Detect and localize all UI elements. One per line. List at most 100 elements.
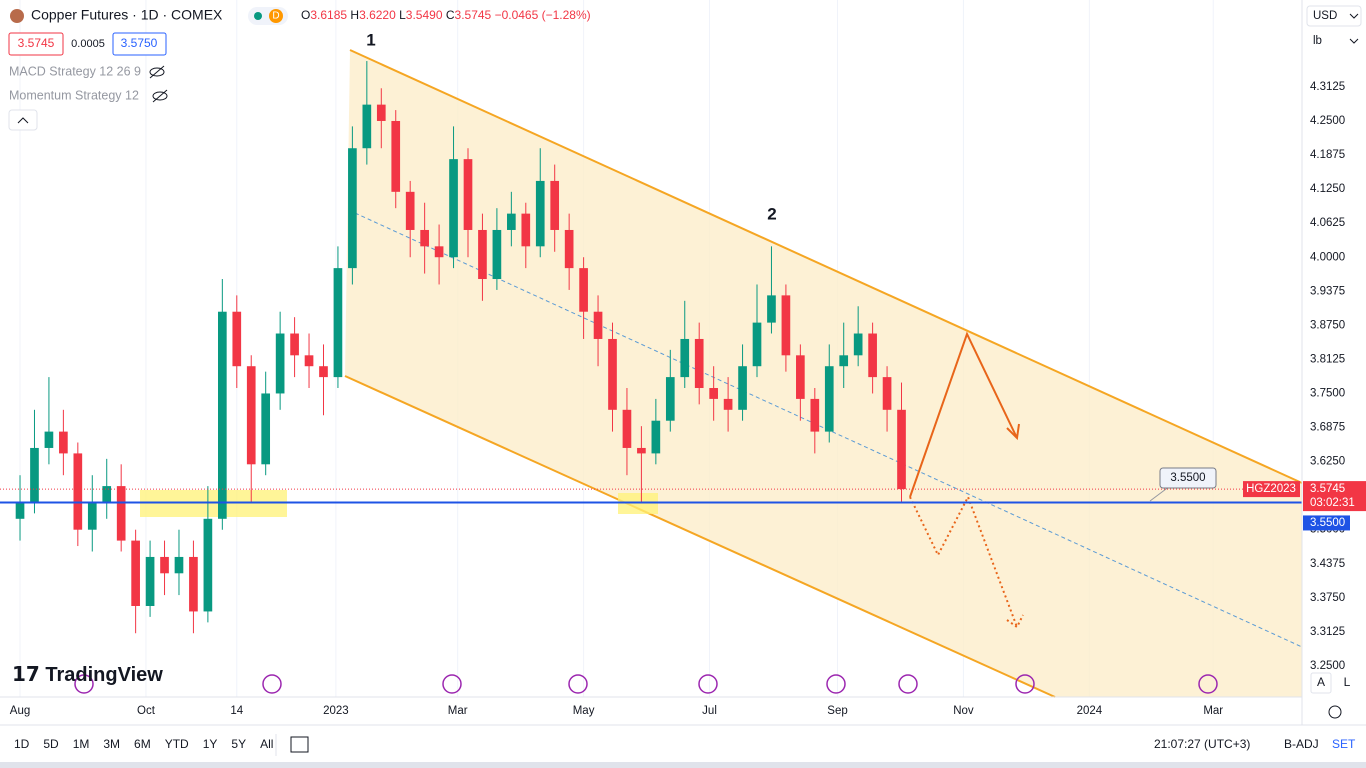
x-tick-label: Sep — [827, 705, 847, 717]
candle-body — [868, 333, 877, 378]
candle-body — [131, 540, 140, 606]
bid[interactable]: 3.5745 — [18, 36, 55, 50]
candle-body — [622, 409, 632, 448]
candle-body — [853, 333, 863, 356]
candle-body — [203, 518, 213, 612]
candle-body — [290, 333, 299, 356]
y-tick-label: 4.1250 — [1310, 183, 1345, 195]
candle-body — [160, 556, 169, 574]
candle-body — [376, 104, 386, 121]
candle-body — [87, 502, 97, 530]
auto-scale[interactable] — [1310, 672, 1332, 694]
y-tick-label: 3.3750 — [1310, 592, 1345, 604]
candle-body — [882, 377, 892, 410]
candle-body — [796, 355, 805, 399]
candle-body — [564, 229, 574, 269]
ohlc: O3.6185 H3.6220 L3.5490 C3.5745 −0.0465 … — [301, 8, 591, 22]
ohlc-key: C — [446, 8, 455, 22]
candle-body — [824, 366, 834, 432]
candle-body — [478, 229, 487, 280]
y-tick-label: 3.6875 — [1310, 422, 1345, 434]
candle-body — [593, 311, 603, 339]
x-tick-label: Nov — [953, 705, 974, 717]
x-tick-label: 2024 — [1077, 705, 1103, 717]
y-tick-label: 3.3125 — [1310, 626, 1345, 638]
support-tag — [1303, 515, 1350, 531]
indicator[interactable]: MACD Strategy 12 26 9 — [9, 64, 141, 78]
currency-select[interactable] — [1306, 5, 1362, 27]
projection-arrow — [909, 331, 1018, 498]
candle-body — [767, 295, 776, 323]
candle-body — [319, 366, 328, 378]
event-icons — [74, 674, 1218, 694]
candle-body — [304, 355, 314, 367]
wave-label: 2 — [767, 204, 776, 223]
collapse-button[interactable] — [8, 109, 38, 131]
wave-label: 1 — [366, 30, 375, 49]
log-scale-label[interactable]: L — [1344, 675, 1351, 689]
range-button[interactable]: YTD — [165, 737, 189, 751]
buy-button[interactable] — [112, 32, 167, 56]
unit[interactable]: lb — [1313, 35, 1322, 47]
candle-body — [608, 338, 617, 410]
x-tick-label: May — [573, 705, 595, 717]
change: −0.0465 (−1.28%) — [495, 8, 591, 22]
settings-icon[interactable] — [1328, 705, 1342, 719]
candles — [15, 61, 906, 634]
candle-body — [579, 268, 588, 312]
price-axis — [1302, 0, 1366, 725]
contract-label: HGZ2023 — [1246, 483, 1296, 495]
dropdown-arrows — [1349, 13, 1359, 44]
sell-button[interactable] — [8, 32, 64, 56]
ohlc-value: 3.6185 — [310, 8, 347, 22]
y-tick-label: 3.8750 — [1310, 319, 1345, 331]
candle-body — [391, 120, 401, 192]
candle-body — [73, 453, 83, 530]
range-button[interactable]: 1Y — [203, 737, 218, 751]
brand: 𝟭𝟳 TradingView — [12, 664, 163, 686]
candle-body — [189, 556, 198, 612]
support-zone — [618, 493, 658, 514]
hidden-icons[interactable] — [149, 65, 168, 103]
ask[interactable]: 3.5750 — [121, 36, 158, 50]
currency[interactable]: USD — [1313, 10, 1337, 22]
candle-body — [362, 104, 372, 149]
x-tick-label: Mar — [1203, 705, 1223, 717]
candle-body — [709, 388, 718, 399]
bottom-toolbar: 21:07:27 (UTC+3) B-ADJ SET 1D 5D 1M 3M 6M YTD… — [0, 734, 1366, 768]
session[interactable]: SET — [1332, 737, 1356, 751]
ohlc-value: 3.5490 — [406, 8, 443, 22]
range-button[interactable]: 5D — [43, 737, 59, 751]
ohlc-value: 3.5745 — [455, 8, 492, 22]
adjust[interactable]: B-ADJ — [1284, 737, 1319, 751]
range-button[interactable]: 5Y — [231, 737, 246, 751]
date-range-icon[interactable] — [290, 736, 309, 753]
range-button[interactable]: 3M — [103, 737, 120, 751]
x-tick-label: 14 — [230, 705, 243, 717]
channel-upper — [349, 49, 1303, 484]
auto-scale-label[interactable]: A — [1317, 675, 1325, 689]
clock: 21:07:27 (UTC+3) — [1154, 737, 1250, 751]
candle-body — [839, 355, 849, 367]
support-zone — [140, 490, 287, 517]
range-button[interactable]: 6M — [134, 737, 151, 751]
candle-body — [145, 556, 155, 606]
x-tick-label: 2023 — [323, 705, 349, 717]
candle-body — [507, 213, 516, 230]
range-button[interactable]: 1M — [73, 737, 90, 751]
callout-label: 3.5500 — [1170, 472, 1205, 484]
y-tick-label: 4.1875 — [1310, 149, 1345, 161]
channel-fill — [345, 50, 1302, 697]
y-tick-label: 3.2500 — [1310, 660, 1345, 672]
candle-body — [535, 180, 545, 247]
candle-body — [449, 159, 458, 258]
candle-body — [637, 447, 646, 454]
candle-body — [261, 393, 271, 465]
candle-body — [694, 338, 704, 389]
candle-body — [44, 431, 54, 448]
indicator[interactable]: Momentum Strategy 12 — [9, 88, 139, 102]
bottom-border — [0, 762, 1366, 768]
range-button[interactable]: All — [260, 737, 273, 751]
range-button[interactable]: 1D — [14, 737, 30, 751]
